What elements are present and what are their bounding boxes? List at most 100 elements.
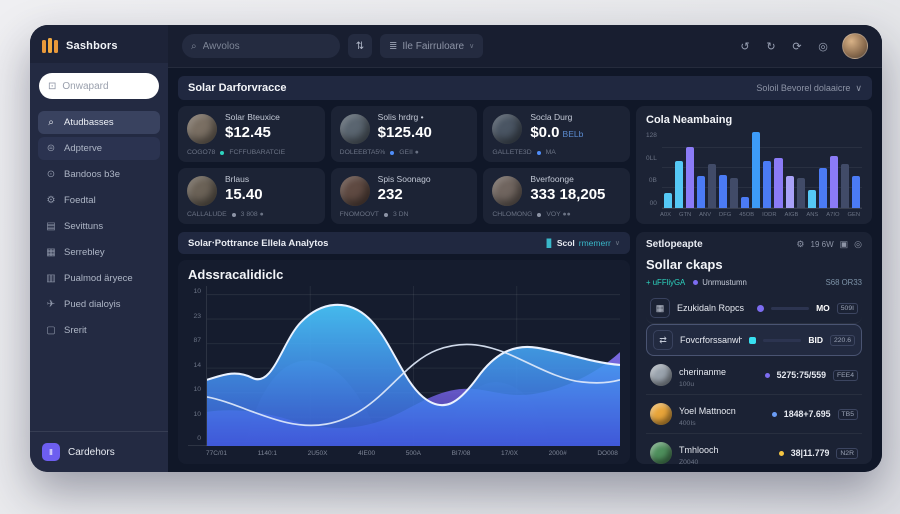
filter-button[interactable]: ⇅ — [348, 34, 372, 58]
area-chart-y-axis: 10 23 87 14 10 10 0 — [188, 286, 201, 446]
row-badge: N2R — [836, 447, 858, 459]
x-tick-label: GTN — [678, 212, 692, 218]
sidebar-item[interactable]: ▥ Pualmod äryece — [38, 267, 160, 290]
bar-chart-title: Cola Neambaing — [646, 114, 733, 126]
row-dot — [757, 304, 765, 312]
sidebar-item[interactable]: ⌕ Atudbasses — [38, 111, 160, 134]
stat-card[interactable]: Spis Soonago 232 FNOMOOVT 3 DN — [330, 168, 478, 224]
bar — [741, 197, 750, 208]
y-tick-label: 23 — [193, 312, 201, 320]
globe-icon[interactable]: ◎ — [854, 239, 862, 249]
refresh-icon[interactable]: ⟳ — [792, 40, 802, 53]
stat-card[interactable]: Solar Bteuxice $12.45 COGO78 FCFFUBARATC… — [178, 106, 325, 162]
stat-card[interactable]: Bverfoonge 333 18,205 CHLOMONG VOY ●● — [483, 168, 630, 224]
pause-icon: Ⅱ — [42, 443, 60, 461]
x-tick-label: AIGB — [784, 212, 799, 218]
search-box[interactable]: ⌕ — [182, 34, 340, 58]
bar — [807, 189, 816, 208]
sliders-icon: ⇅ — [355, 40, 365, 52]
target-icon[interactable]: ◎ — [818, 40, 828, 53]
progress-bar — [771, 306, 810, 310]
sidebar-item[interactable]: ⊙ Bandoos b3e — [38, 163, 160, 186]
bar-chart-x-axis: A0X GTN ANV DFG 45OB IODR AIGB ANS A7IO GEN — [646, 209, 862, 218]
logo: Sashbors — [30, 25, 168, 63]
x-tick-label: A7IO — [826, 212, 840, 218]
sidebar-item-icon: ⌕ — [48, 117, 54, 128]
sidebar-item[interactable]: ▤ Sevittuns — [38, 215, 160, 238]
progress-bar — [763, 338, 802, 342]
area-chart-panel: Adssracalidiclc 10 23 87 14 10 10 0 — [178, 260, 630, 464]
row-dot — [764, 372, 770, 378]
page-header: Solar Darforvracce Soloil Bevorel dolaai… — [178, 76, 872, 100]
avatar — [187, 175, 217, 206]
watchlist-coin-row[interactable]: Yoel Mattnocn 400Is 1848+7.695 TB5 — [646, 395, 862, 434]
watchlist-progress-row[interactable]: ▦ Ezukidaln Ropcs MO 509I — [646, 293, 862, 324]
chevron-down-icon: ∨ — [855, 82, 862, 93]
y-tick-label: 87 — [193, 337, 201, 344]
x-tick-label: ANV — [699, 212, 712, 218]
area-chart-svg — [207, 286, 620, 446]
sidebar-item[interactable]: ⚙ Foedtal — [38, 189, 160, 212]
bar — [663, 192, 672, 208]
sidebar-item[interactable]: ▢ Srerit — [38, 319, 160, 342]
stat-cards: Solar Bteuxice $12.45 COGO78 FCFFUBARATC… — [178, 106, 630, 224]
grid-icon: ≣ — [389, 40, 398, 52]
stat-card-meta: FNOMOOVT 3 DN — [339, 211, 409, 219]
app-window: Sashbors ⊡ Onwapard ⌕ Atudbasses ⊜ Adpte… — [30, 25, 882, 472]
bar — [708, 163, 717, 208]
analytics-section-header: Solar⋅Pottrance Ellela Analytos ▊ Scol r… — [178, 232, 630, 254]
legend-series: Unrmustumn — [693, 278, 747, 287]
stat-card-title: Solis hrdrg • — [377, 112, 424, 122]
history-icon[interactable]: ↺ — [740, 40, 750, 53]
period-filter[interactable]: Soloil Bevorel dolaaicre ∨ — [756, 82, 862, 94]
chevron-down-icon: ∨ — [614, 240, 620, 247]
stat-card-meta: CALLALUDE 3 808 ● — [187, 211, 264, 219]
avatar — [492, 113, 523, 144]
bar — [674, 160, 683, 208]
watchlist-title: Sollar ckaps — [646, 257, 723, 272]
status-dot — [390, 150, 395, 155]
row-sub: 100u — [679, 381, 695, 388]
gear-icon[interactable]: ⚙ — [796, 239, 805, 249]
sidebar-item[interactable]: ✈ Pued dialoyis — [38, 293, 160, 316]
blue-area — [207, 304, 620, 446]
watchlist-progress-row[interactable]: ⇄ Fovcrforssanwhcol BID 220.6 — [646, 324, 862, 356]
stat-card-value: $125.40 — [377, 124, 432, 142]
stat-card-title: Solar Bteuxice — [225, 112, 280, 122]
section-action-button[interactable]: ▊ Scol rmemerr ∨ — [546, 238, 620, 248]
sidebar-item-label: Srerit — [64, 325, 87, 336]
y-tick-label: 10 — [193, 410, 201, 418]
header-meta: 19 6W — [810, 240, 834, 249]
content: Solar Darforvracce Soloil Bevorel dolaai… — [168, 68, 882, 472]
sidebar: Sashbors ⊡ Onwapard ⌕ Atudbasses ⊜ Adpte… — [30, 25, 168, 472]
y-tick-label: 10 — [193, 386, 201, 393]
x-tick-label: A0X — [660, 212, 671, 218]
sidebar-item-label: Bandoos b3e — [64, 169, 120, 180]
stat-card-meta: COGO78 FCFFUBARATCIE — [187, 149, 286, 157]
sidebar-item[interactable]: ⊜ Adpterve — [38, 137, 160, 160]
stat-card[interactable]: Solis hrdrg • $125.40 DOLEEBTA5% GEII ● — [330, 106, 478, 162]
sidebar-footer-item[interactable]: Ⅱ Cardehors — [30, 431, 168, 472]
user-avatar[interactable] — [842, 33, 868, 59]
redo-icon[interactable]: ↻ — [766, 40, 776, 53]
add-link[interactable]: + uFFliyGA — [646, 278, 686, 287]
lock-icon[interactable]: ▣ — [839, 239, 849, 249]
x-tick-label: GEN — [847, 212, 860, 218]
sidebar-item[interactable]: ▦ Serrebley — [38, 241, 160, 264]
watchlist-coin-row[interactable]: Tmhlooch Z0040 38|11.779 N2R — [646, 434, 862, 472]
watchlist-panel: Setlopeapte ⚙ 19 6W ▣ ◎ Sollar ckaps + u… — [636, 232, 872, 466]
stat-card-title: Spis Soonago — [377, 174, 431, 184]
sidebar-item-icon: ⊜ — [46, 143, 56, 154]
row-value: 1848+7.695 — [783, 409, 831, 419]
sidebar-item-icon: ⊙ — [46, 169, 56, 180]
watchlist-coin-row[interactable]: cherinanme 100u 5275:75/559 FEE4 — [646, 356, 862, 395]
dropdown-label: Ile Fairruloare — [402, 40, 465, 52]
workspace-dropdown[interactable]: ≣ Ile Fairruloare ∨ — [380, 34, 484, 58]
sidebar-footer-label: Cardehors — [68, 446, 115, 458]
bar — [752, 132, 761, 208]
stat-card[interactable]: Socla Durg $0.0 BELb GALLETE3D MA — [483, 106, 630, 162]
bar — [763, 160, 772, 208]
stat-card[interactable]: Brlaus 15.40 CALLALUDE 3 808 ● — [178, 168, 325, 224]
search-input[interactable] — [202, 40, 331, 52]
sidebar-dashboard-pill[interactable]: ⊡ Onwapard — [39, 73, 159, 99]
